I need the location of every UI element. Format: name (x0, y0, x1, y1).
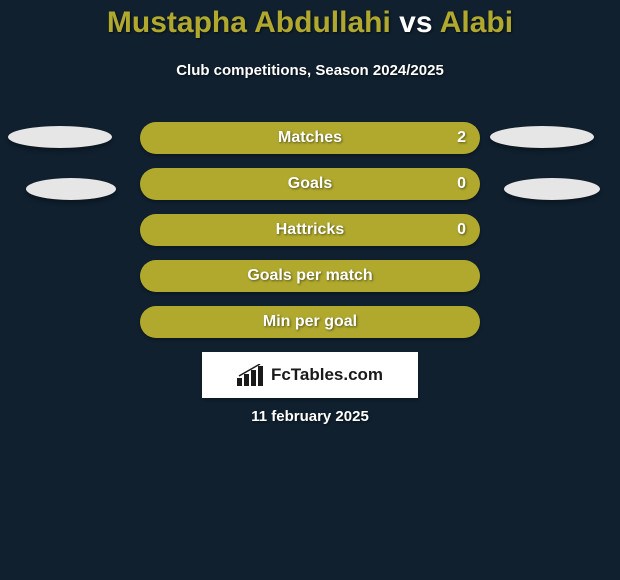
brand-chart-icon (237, 364, 265, 386)
stat-bar: Goals0 (140, 168, 480, 200)
subtitle-text: Club competitions, Season 2024/2025 (176, 62, 444, 79)
stat-bar-value: 0 (457, 175, 466, 193)
decor-ellipse-left-1 (8, 126, 112, 148)
title-player2: Alabi (440, 6, 513, 39)
stat-bars: Matches2Goals0Hattricks0Goals per matchM… (140, 122, 480, 352)
page-title: Mustapha Abdullahi vs Alabi (0, 6, 620, 40)
brand-prefix: Fc (271, 365, 291, 384)
stat-bar-value: 2 (457, 129, 466, 147)
subtitle: Club competitions, Season 2024/2025 (0, 62, 620, 79)
decor-ellipse-right-1 (490, 126, 594, 148)
decor-ellipse-right-2 (504, 178, 600, 200)
stat-bar: Goals per match (140, 260, 480, 292)
stat-bar: Matches2 (140, 122, 480, 154)
stat-bar-label: Goals (140, 175, 480, 193)
brand-text: FcTables.com (271, 365, 383, 385)
brand-badge: FcTables.com (202, 352, 418, 398)
stat-bar-label: Min per goal (140, 313, 480, 331)
stat-bar-label: Matches (140, 129, 480, 147)
stat-bar: Hattricks0 (140, 214, 480, 246)
stat-bar-value: 0 (457, 221, 466, 239)
stat-bar-label: Goals per match (140, 267, 480, 285)
stat-bar: Min per goal (140, 306, 480, 338)
brand-suffix: Tables.com (291, 365, 383, 384)
title-player1: Mustapha Abdullahi (107, 6, 391, 39)
decor-ellipse-left-2 (26, 178, 116, 200)
date-text: 11 february 2025 (251, 408, 369, 425)
title-vs: vs (391, 6, 440, 39)
date-line: 11 february 2025 (0, 408, 620, 425)
stat-bar-label: Hattricks (140, 221, 480, 239)
